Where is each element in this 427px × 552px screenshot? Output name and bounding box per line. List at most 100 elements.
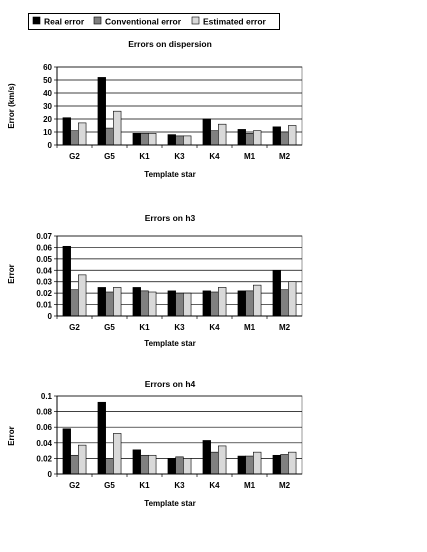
legend: Real error Conventional error Estimated … (28, 13, 280, 30)
bar-real-error-k1 (132, 449, 141, 475)
bar-estimated-error-k4 (218, 445, 227, 475)
plot-area: 0 0.02 0.04 0.06 0.08 0.1 G2 G5 K1 K3 K4 M1 M2 (36, 392, 303, 490)
bar-real-error-k4 (202, 290, 211, 317)
y-tick-label: 0.02 (36, 289, 52, 298)
bar-estimated-error-g5 (113, 287, 122, 317)
bar-estimated-error-g2 (78, 444, 87, 475)
legend-label-estimated-error: Estimated error (203, 17, 267, 27)
bar-real-error-g2 (62, 245, 71, 317)
bar-estimated-error-k1 (148, 133, 157, 146)
bar-real-error-g2 (62, 117, 71, 146)
x-tick-label: K4 (209, 481, 220, 490)
y-tick-label: 0.04 (36, 439, 52, 448)
y-axis-label: Error (7, 426, 16, 446)
bar-estimated-error-g5 (113, 433, 122, 475)
bar-conventional-error-k3 (175, 135, 184, 146)
bar-conventional-error-g5 (105, 458, 114, 475)
x-tick-label: K1 (139, 152, 150, 161)
bar-real-error-g5 (97, 287, 106, 317)
bar-estimated-error-g5 (113, 110, 122, 146)
bar-conventional-error-m1 (245, 290, 254, 317)
bar-conventional-error-k1 (140, 454, 149, 475)
x-tick-label: K3 (174, 481, 185, 490)
y-tick-label: 0 (48, 470, 53, 479)
bar-estimated-error-g2 (78, 274, 87, 317)
x-tick-label: G2 (69, 481, 80, 490)
bar-conventional-error-g5 (105, 127, 114, 146)
bar-estimated-error-m2 (288, 281, 297, 317)
y-tick-label: 0 (48, 312, 53, 321)
x-tick-label: M2 (279, 323, 291, 332)
y-tick-label: 0.08 (36, 408, 52, 417)
bar-conventional-error-k3 (175, 456, 184, 475)
x-tick-label: G5 (104, 152, 115, 161)
x-tick-label: G5 (104, 323, 115, 332)
x-axis-label: Template star (144, 170, 195, 179)
bar-real-error-k3 (167, 458, 176, 475)
bar-estimated-error-m2 (288, 125, 297, 146)
bar-estimated-error-g2 (78, 122, 87, 146)
legend-label-conventional-error: Conventional error (105, 17, 182, 27)
bar-conventional-error-k1 (140, 290, 149, 317)
bar-conventional-error-m2 (280, 454, 289, 475)
bar-conventional-error-m1 (245, 133, 254, 146)
x-tick-label: M1 (244, 481, 256, 490)
bar-real-error-g5 (97, 77, 106, 146)
bar-conventional-error-k4 (210, 451, 219, 475)
y-tick-label: 20 (43, 115, 52, 124)
bar-real-error-k4 (202, 440, 211, 475)
x-tick-label: K1 (139, 481, 150, 490)
bar-estimated-error-m1 (253, 451, 262, 475)
chart-title: Errors on h3 (145, 213, 196, 223)
legend-box (28, 13, 280, 30)
plot-area: 0 0.01 0.02 0.03 0.04 0.05 0.06 0.07 G2 G5 K1 K3 K4 M… (36, 232, 303, 332)
bar-conventional-error-k1 (140, 133, 149, 146)
bar-estimated-error-k1 (148, 291, 157, 317)
x-tick-label: M1 (244, 152, 256, 161)
y-axis-label: Error (7, 264, 16, 284)
bar-real-error-m2 (272, 126, 281, 146)
y-tick-label: 0.07 (36, 232, 52, 241)
y-tick-label: 0.01 (36, 301, 52, 310)
x-tick-label: K3 (174, 323, 185, 332)
y-tick-label: 0.05 (36, 255, 52, 264)
x-tick-label: K4 (209, 152, 220, 161)
x-tick-label: K4 (209, 323, 220, 332)
bar-estimated-error-k1 (148, 454, 157, 475)
bar-real-error-k3 (167, 134, 176, 146)
bar-conventional-error-g5 (105, 291, 114, 317)
bar-conventional-error-k4 (210, 291, 219, 317)
legend-swatch-conventional-error (93, 16, 102, 25)
y-tick-label: 0.06 (36, 423, 52, 432)
bar-estimated-error-k3 (183, 458, 192, 475)
bar-estimated-error-m1 (253, 130, 262, 146)
bar-real-error-g2 (62, 428, 71, 475)
plot-area: 0 10 20 30 40 50 60 G2 G5 K1 K3 K4 M1 M2 (43, 63, 303, 161)
bar-real-error-m1 (237, 290, 246, 317)
x-tick-label: M1 (244, 323, 256, 332)
chart-title: Errors on h4 (145, 379, 196, 389)
bar-conventional-error-k3 (175, 292, 184, 317)
bar-real-error-k3 (167, 290, 176, 317)
y-tick-label: 60 (43, 63, 52, 72)
bar-conventional-error-m1 (245, 455, 254, 475)
bar-conventional-error-g2 (70, 289, 79, 317)
y-tick-label: 0.1 (41, 392, 53, 401)
bar-estimated-error-k4 (218, 287, 227, 317)
chart-title: Errors on dispersion (128, 39, 212, 49)
y-tick-label: 40 (43, 89, 52, 98)
y-tick-label: 0.02 (36, 454, 52, 463)
chart-dispersion: Errors on dispersion Template star Error… (7, 39, 303, 179)
bar-conventional-error-m2 (280, 131, 289, 146)
bar-estimated-error-k3 (183, 135, 192, 146)
x-axis-label: Template star (144, 499, 195, 508)
y-axis-label: Error (km/s) (7, 83, 16, 129)
x-axis-label: Template star (144, 339, 195, 348)
y-tick-label: 50 (43, 76, 52, 85)
bar-estimated-error-m1 (253, 284, 262, 317)
bar-conventional-error-g2 (70, 130, 79, 146)
x-tick-label: M2 (279, 152, 291, 161)
x-tick-label: K3 (174, 152, 185, 161)
legend-label-real-error: Real error (44, 17, 85, 27)
